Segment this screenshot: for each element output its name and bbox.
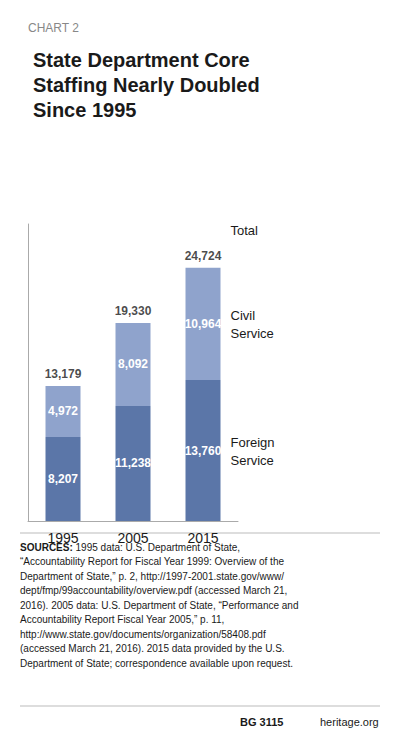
svg-text:“Accountability Report for Fis: “Accountability Report for Fiscal Year 1… [20,556,284,567]
svg-text:4,972: 4,972 [48,404,78,418]
svg-text:8,092: 8,092 [118,357,148,371]
svg-text:Service: Service [231,453,274,468]
svg-text:13,179: 13,179 [45,367,82,381]
svg-text:BG 3115: BG 3115 [240,716,283,728]
svg-text:8,207: 8,207 [48,472,78,486]
svg-text:http://www.state.gov/documents: http://www.state.gov/documents/organizat… [20,629,266,640]
svg-text:Since 1995: Since 1995 [33,99,136,121]
svg-text:Civil: Civil [231,308,256,323]
svg-text:2015: 2015 [187,530,218,546]
svg-text:Staffing Nearly Doubled: Staffing Nearly Doubled [33,74,260,96]
svg-text:Accountability Report Fiscal Y: Accountability Report Fiscal Year 2005,”… [20,614,224,625]
svg-text:10,964: 10,964 [185,317,222,331]
svg-text:Total: Total [231,223,259,238]
svg-text:Department of State,” p. 2, ht: Department of State,” p. 2, http://1997-… [20,571,284,582]
svg-text:CHART 2: CHART 2 [28,21,79,35]
svg-text:Service: Service [231,326,274,341]
svg-text:State Department Core: State Department Core [33,49,250,71]
svg-text:1995: 1995 [47,530,78,546]
svg-text:19,330: 19,330 [115,304,152,318]
svg-text:24,724: 24,724 [185,249,222,263]
svg-text:2005: 2005 [117,530,148,546]
svg-text:2016). 2005 data: U.S. Departm: 2016). 2005 data: U.S. Department of Sta… [20,600,299,611]
svg-text:11,238: 11,238 [115,456,151,470]
svg-text:13,760: 13,760 [185,444,222,458]
svg-text:Foreign: Foreign [231,435,275,450]
svg-text:heritage.org: heritage.org [320,716,379,728]
svg-text:dept/fmp/99accountability/over: dept/fmp/99accountability/overview.pdf (… [20,585,287,596]
svg-text:Department of State; correspon: Department of State; correspondence avai… [20,658,293,669]
svg-text:(accessed March 21, 2016). 201: (accessed March 21, 2016). 2015 data pro… [20,643,285,654]
